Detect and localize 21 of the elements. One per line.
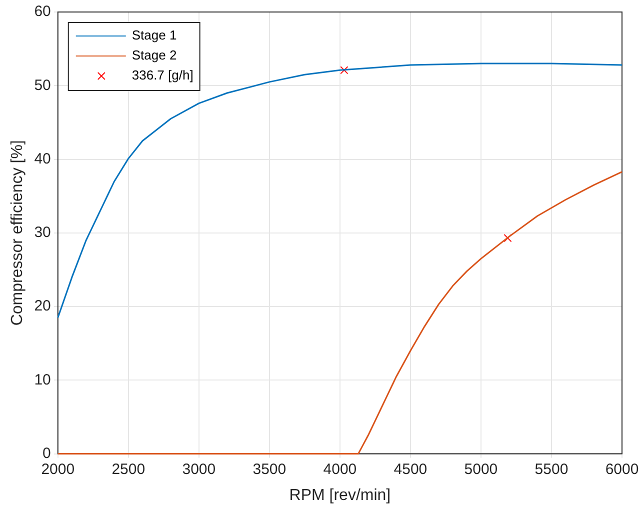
y-tick-label: 10 [34, 371, 51, 388]
x-tick-label: 5500 [534, 460, 568, 478]
legend-label: 336.7 [g/h] [132, 68, 194, 83]
y-tick-label: 60 [34, 3, 51, 20]
x-axis-title: RPM [rev/min] [289, 486, 391, 504]
x-tick-label: 3000 [182, 460, 216, 478]
y-tick-label: 20 [34, 298, 51, 315]
y-tick-label: 50 [34, 76, 51, 94]
x-tick-label: 5000 [464, 460, 498, 478]
y-tick-label: 0 [42, 444, 51, 462]
x-tick-label: 3500 [252, 460, 286, 478]
y-tick-label: 30 [34, 224, 51, 242]
y-axis-title: Compressor efficiency [%] [9, 140, 26, 326]
legend-label: Stage 1 [132, 28, 177, 43]
x-tick-label: 2000 [41, 460, 75, 478]
x-tick-label: 6000 [605, 460, 639, 478]
x-tick-label: 4500 [394, 460, 428, 478]
legend-label: Stage 2 [132, 48, 177, 63]
y-tick-label: 40 [34, 150, 51, 168]
x-tick-label: 4000 [323, 460, 357, 478]
x-tick-label: 2500 [112, 460, 146, 478]
